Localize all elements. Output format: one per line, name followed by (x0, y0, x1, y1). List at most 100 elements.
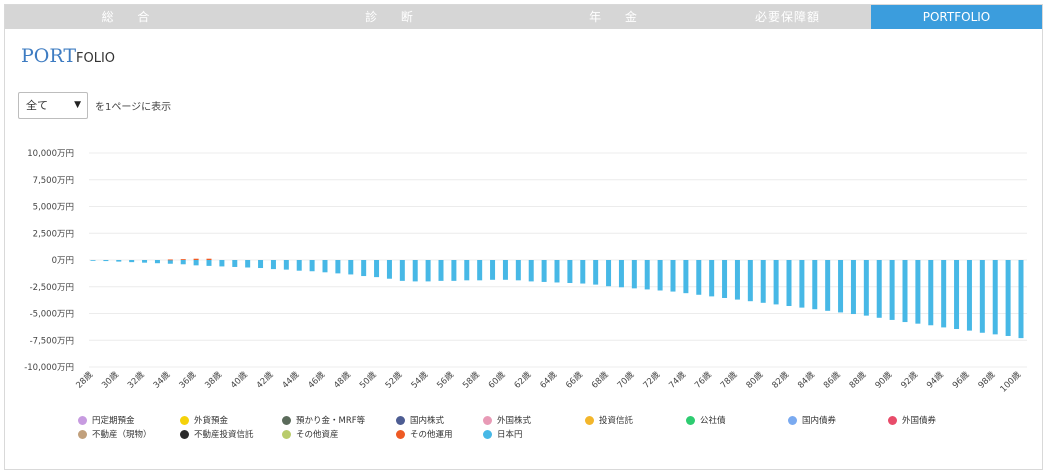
x-tick-label: 90歳 (873, 369, 895, 391)
x-tick-label: 54歳 (409, 369, 431, 391)
bar (850, 260, 856, 315)
bar (425, 260, 431, 282)
bar (180, 259, 186, 260)
bar (490, 260, 496, 280)
x-tick-label: 98歳 (976, 369, 998, 391)
page-size-select[interactable]: 全て ▼ (18, 92, 88, 119)
tab-pension[interactable]: 年 金 (532, 5, 704, 29)
tab-portfolio[interactable]: PORTFOLIO (871, 5, 1042, 29)
x-tick-label: 92歳 (899, 369, 921, 391)
x-tick-label: 70歳 (615, 369, 637, 391)
bar (644, 260, 650, 290)
legend-item[interactable]: 外国株式 (483, 414, 531, 426)
bar (348, 260, 354, 275)
bar (1018, 260, 1024, 339)
legend-swatch (78, 415, 87, 425)
x-tick-label: 30歳 (99, 369, 121, 391)
bar (232, 260, 238, 267)
x-tick-label: 40歳 (228, 369, 250, 391)
legend-label: 不動産投資信託 (194, 430, 254, 440)
legend-item[interactable]: 不動産投資信託 (180, 428, 254, 440)
x-tick-label: 60歳 (486, 369, 508, 391)
tab-required-coverage[interactable]: 必要保障額 (704, 5, 871, 29)
legend-swatch (396, 429, 405, 439)
legend-swatch (282, 429, 291, 439)
legend-item[interactable]: 国内株式 (396, 414, 444, 426)
x-tick-label: 78歳 (718, 369, 740, 391)
legend-item[interactable]: 日本円 (483, 428, 523, 440)
x-tick-label: 64歳 (538, 369, 560, 391)
x-tick-label: 32歳 (125, 369, 147, 391)
x-tick-label: 28歳 (74, 369, 96, 391)
legend-item[interactable]: 投資信託 (585, 414, 633, 426)
x-tick-label: 38歳 (203, 369, 225, 391)
x-tick-label: 88歳 (847, 369, 869, 391)
tab-diagnosis[interactable]: 診 断 (256, 5, 532, 29)
legend-label: 投資信託 (599, 416, 634, 426)
y-tick-label: 5,000万円 (33, 203, 74, 213)
legend-label: 国内債券 (802, 416, 837, 426)
bar (515, 260, 521, 281)
x-tick-label: 50歳 (357, 369, 379, 391)
y-tick-label: -2,500万円 (30, 283, 74, 293)
page-size-value: 全て (26, 99, 48, 112)
x-tick-label: 80歳 (744, 369, 766, 391)
bar (722, 260, 728, 298)
y-tick-label: 2,500万円 (33, 229, 74, 239)
bar (283, 260, 289, 270)
bar (786, 260, 792, 307)
legend-item[interactable]: 円定期預金 (78, 414, 135, 426)
bar (103, 260, 109, 262)
bar (219, 260, 225, 267)
x-tick-label: 66歳 (563, 369, 585, 391)
bar (979, 260, 985, 333)
bar (322, 260, 328, 273)
legend-item[interactable]: 外国債券 (888, 414, 936, 426)
legend-item[interactable]: 不動産（現物） (78, 428, 152, 440)
legend-item[interactable]: 公社債 (686, 414, 726, 426)
y-tick-label: -10,000万円 (24, 363, 74, 373)
legend-label: 預かり金・MRF等 (296, 416, 366, 426)
bar (554, 260, 560, 283)
bar (709, 260, 715, 297)
bar (760, 260, 766, 303)
bar (683, 260, 689, 294)
x-tick-label: 48歳 (331, 369, 353, 391)
legend-item[interactable]: その他資産 (282, 428, 339, 440)
x-tick-label: 46歳 (306, 369, 328, 391)
bar (167, 260, 173, 264)
x-tick-label: 36歳 (177, 369, 199, 391)
tab-summary[interactable]: 総 合 (5, 5, 256, 29)
legend-label: 外国債券 (902, 416, 937, 426)
legend-item[interactable]: 預かり金・MRF等 (282, 414, 365, 426)
portfolio-panel: 総 合 診 断 年 金 必要保障額 PORTFOLIO PORTFOLIO 全て… (4, 4, 1043, 470)
legend-label: 公社債 (700, 416, 726, 426)
bar (606, 260, 612, 287)
bar (734, 260, 740, 300)
bar (296, 260, 302, 271)
x-tick-label: 94歳 (924, 369, 946, 391)
x-tick-label: 74歳 (667, 369, 689, 391)
x-tick-label: 58歳 (460, 369, 482, 391)
bar (361, 260, 367, 277)
legend-swatch (585, 415, 594, 425)
legend-swatch (483, 429, 492, 439)
bar (129, 260, 135, 263)
x-tick-label: 86歳 (821, 369, 843, 391)
bar (335, 260, 341, 274)
legend-swatch (282, 415, 291, 425)
legend-item[interactable]: その他運用 (396, 428, 453, 440)
bar (167, 259, 173, 261)
legend-swatch (396, 415, 405, 425)
bar (374, 260, 380, 278)
bar (631, 260, 637, 289)
legend-label: 国内株式 (410, 416, 445, 426)
bar (206, 260, 212, 266)
bar (915, 260, 921, 324)
bar (502, 260, 508, 280)
legend-item[interactable]: 外貨預金 (180, 414, 228, 426)
bar (258, 260, 264, 269)
legend-item[interactable]: 国内債券 (788, 414, 836, 426)
x-tick-label: 100歳 (998, 369, 1024, 395)
bar (270, 260, 276, 270)
